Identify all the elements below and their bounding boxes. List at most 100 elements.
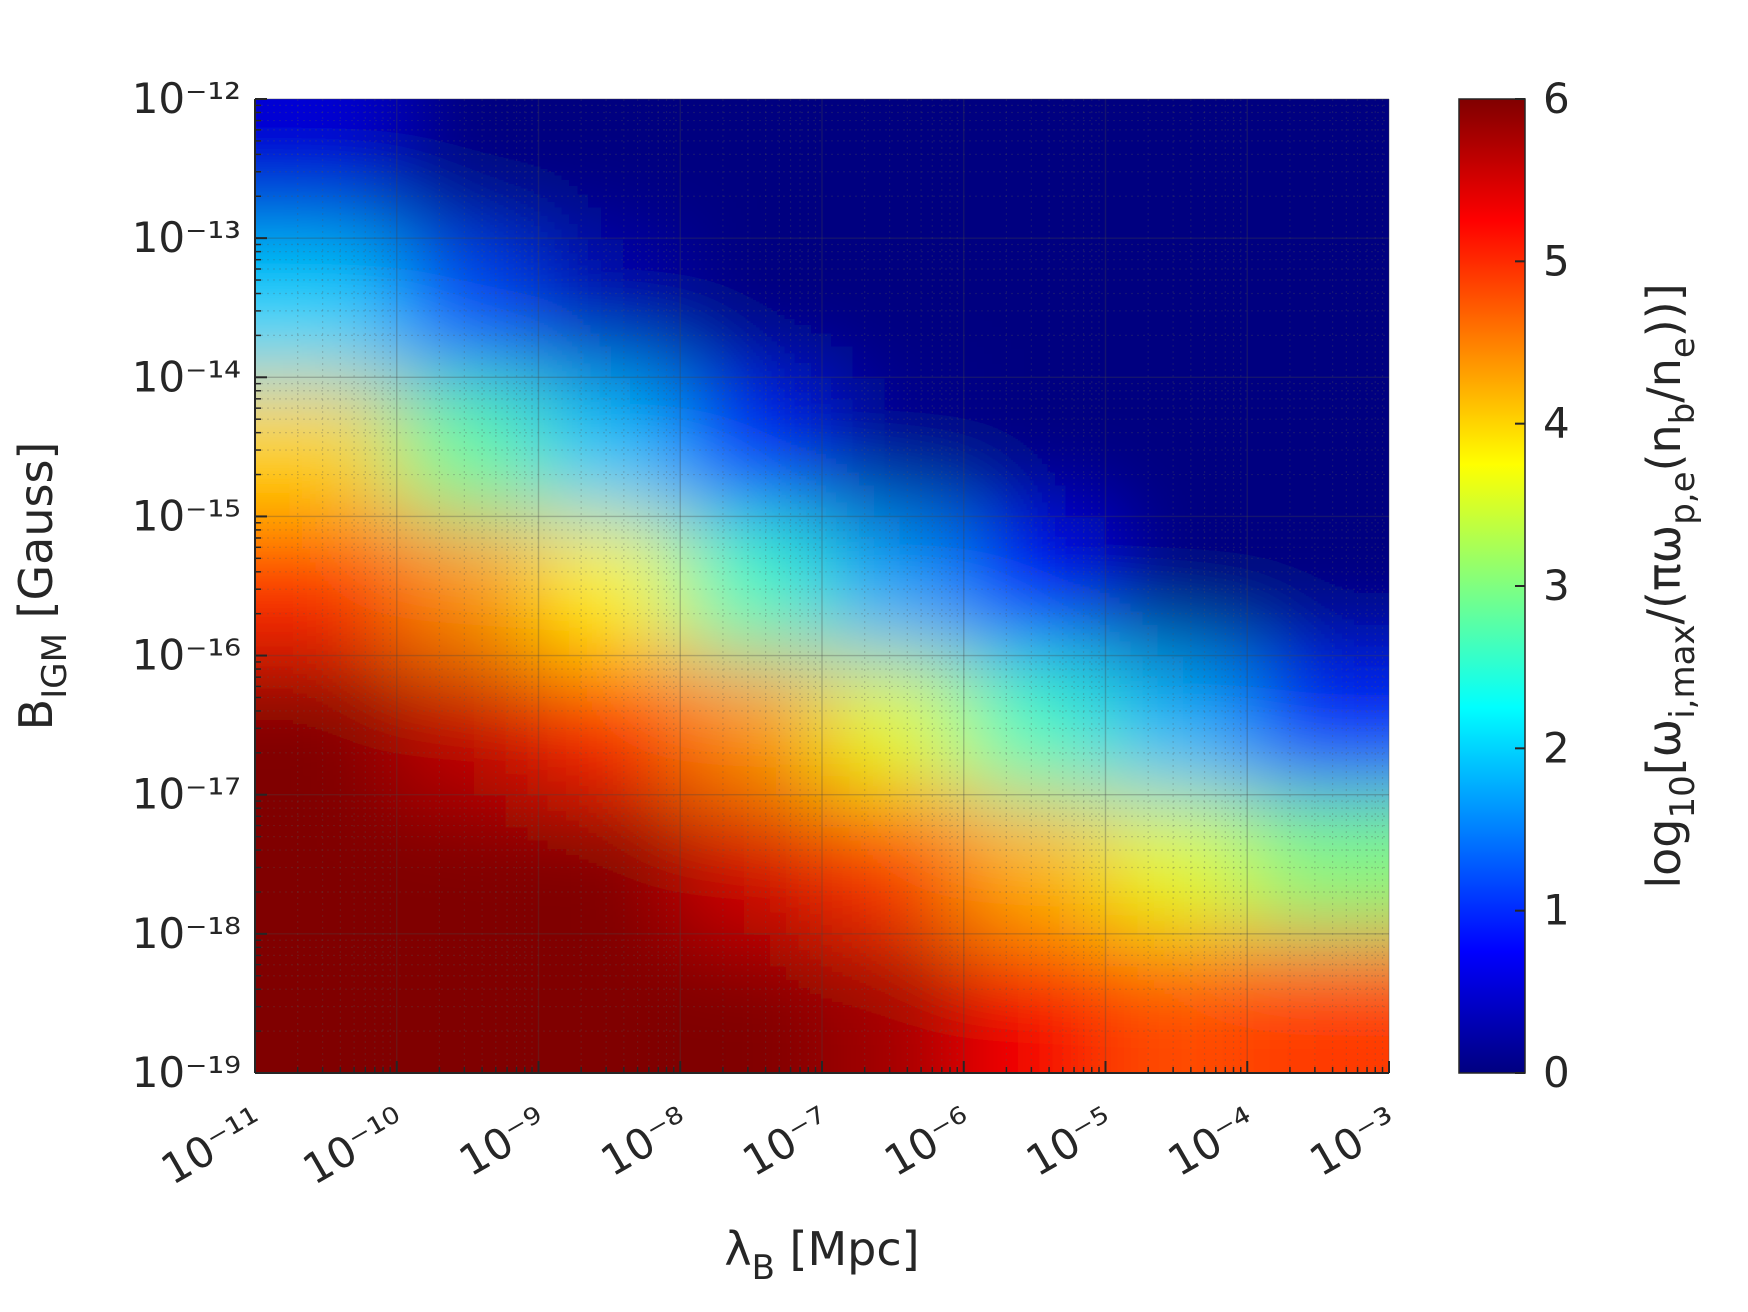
label-part: 10: [1663, 775, 1703, 818]
x-tick-label: 10⁻⁹: [451, 1097, 556, 1186]
heatmap-cell: [820, 654, 965, 796]
label-part: λ: [724, 1222, 751, 1276]
heatmap-cell: [1246, 376, 1389, 518]
heatmap-cell: [962, 99, 1107, 240]
label-part: /n: [1637, 358, 1691, 403]
heatmap-cell: [820, 515, 965, 657]
heatmap-cell: [395, 654, 540, 796]
x-tick-label: 10⁻⁸: [593, 1097, 698, 1186]
y-tick-label: 10⁻¹⁴: [132, 352, 241, 401]
x-tick-label: 10⁻⁵: [1018, 1097, 1123, 1186]
heatmap-cell: [679, 654, 823, 796]
heatmap-cell: [679, 932, 823, 1073]
heatmap-cell: [962, 237, 1107, 379]
label-part: B: [9, 699, 63, 731]
heatmap-cell: [255, 515, 398, 657]
colorbar-tick-label: 1: [1543, 886, 1570, 935]
colorbar-tick-label: 4: [1543, 399, 1570, 448]
heatmap-cell: [255, 99, 398, 240]
grid: [254, 98, 1390, 1074]
heatmap-cell: [962, 932, 1107, 1073]
label-part: IGM: [35, 633, 75, 699]
heatmap-cell: [255, 932, 398, 1073]
label-part: /(πω: [1637, 525, 1691, 625]
heatmap-cell: [395, 237, 540, 379]
heatmap-cell: [537, 376, 682, 518]
heatmap-cell: [679, 793, 823, 935]
heatmap-cell: [1104, 932, 1249, 1073]
heatmap-cell: [962, 376, 1107, 518]
heatmap-cell: [1246, 932, 1389, 1073]
heatmap-cell: [537, 932, 682, 1073]
colorbar-label: log10[ωi,max/(πωp,e(nb/ne))]: [1637, 283, 1703, 888]
heatmap-cell: [1104, 99, 1249, 240]
heatmap-cell: [537, 99, 682, 240]
heatmap-cell: [679, 515, 823, 657]
heatmap-cell: [395, 376, 540, 518]
heatmap-cell: [395, 793, 540, 935]
x-tick-label: 10⁻¹¹: [153, 1097, 272, 1194]
label-part: i,max: [1663, 624, 1703, 718]
heatmap-cell: [255, 654, 398, 796]
y-tick-label: 10⁻¹⁵: [132, 491, 241, 540]
y-tick-label: 10⁻¹³: [132, 213, 241, 262]
x-tick-label: 10⁻⁴: [1160, 1097, 1265, 1186]
label-part: log: [1637, 819, 1691, 889]
label-part: B: [752, 1248, 775, 1288]
heatmap-cell: [537, 654, 682, 796]
colorbar-tick-label: 0: [1543, 1048, 1570, 1097]
heatmap-cell: [395, 99, 540, 240]
x-tick-label: 10⁻⁶: [876, 1097, 981, 1186]
heatmap-cell: [820, 237, 965, 379]
x-axis-label: λB [Mpc]: [724, 1222, 919, 1288]
heatmap-cell: [962, 654, 1107, 796]
heatmap-cells: [255, 99, 1389, 1073]
heatmap-cell: [1246, 654, 1389, 796]
label-part: b: [1663, 403, 1703, 425]
colorbar: [1458, 98, 1526, 1074]
heatmap-cell: [679, 237, 823, 379]
x-tick-label: 10⁻³: [1301, 1097, 1406, 1186]
heatmap-cell: [1104, 515, 1249, 657]
colorbar-tick-label: 5: [1543, 236, 1570, 285]
heatmap-cell: [537, 237, 682, 379]
heatmap-cell: [820, 99, 965, 240]
label-part: [ω: [1637, 719, 1691, 775]
colorbar-tick-label: 3: [1543, 561, 1570, 610]
heatmap-cell: [962, 515, 1107, 657]
heatmap-cell: [1104, 376, 1249, 518]
label-part: p,e: [1663, 471, 1703, 524]
y-tick-label: 10⁻¹⁷: [132, 770, 241, 819]
x-tick-label: 10⁻⁷: [734, 1097, 839, 1186]
y-tick-label: 10⁻¹⁸: [132, 909, 241, 958]
y-tick-label: 10⁻¹⁶: [132, 631, 241, 680]
colorbar-tick-label: 2: [1543, 723, 1570, 772]
heatmap-cell: [820, 932, 965, 1073]
label-part: (n: [1637, 424, 1691, 471]
y-axis-label: BIGM [Gauss]: [9, 442, 75, 731]
heatmap-cell: [395, 515, 540, 657]
label-part: [Gauss]: [9, 442, 63, 633]
label-part: [Mpc]: [775, 1222, 920, 1276]
heatmap-cell: [1246, 793, 1389, 935]
heatmap-cell: [537, 515, 682, 657]
heatmap-cell: [679, 99, 823, 240]
heatmap-cell: [1104, 237, 1249, 379]
y-tick-label: 10⁻¹²: [132, 74, 241, 123]
x-tick-label: 10⁻¹⁰: [295, 1097, 414, 1194]
label-part: e: [1663, 337, 1703, 358]
heatmap-cell: [255, 793, 398, 935]
heatmap-cell: [1246, 99, 1389, 240]
heatmap-cell: [820, 376, 965, 518]
heatmap-cell: [1246, 237, 1389, 379]
heatmap-cell: [537, 793, 682, 935]
heatmap-cell: [962, 793, 1107, 935]
heatmap-cell: [255, 376, 398, 518]
heatmap-cell: [1104, 793, 1249, 935]
heatmap-cell: [679, 376, 823, 518]
y-tick-label: 10⁻¹⁹: [132, 1048, 241, 1097]
heatmap-cell: [255, 237, 398, 379]
heatmap-cell: [395, 932, 540, 1073]
colorbar-tick-label: 6: [1543, 74, 1570, 123]
